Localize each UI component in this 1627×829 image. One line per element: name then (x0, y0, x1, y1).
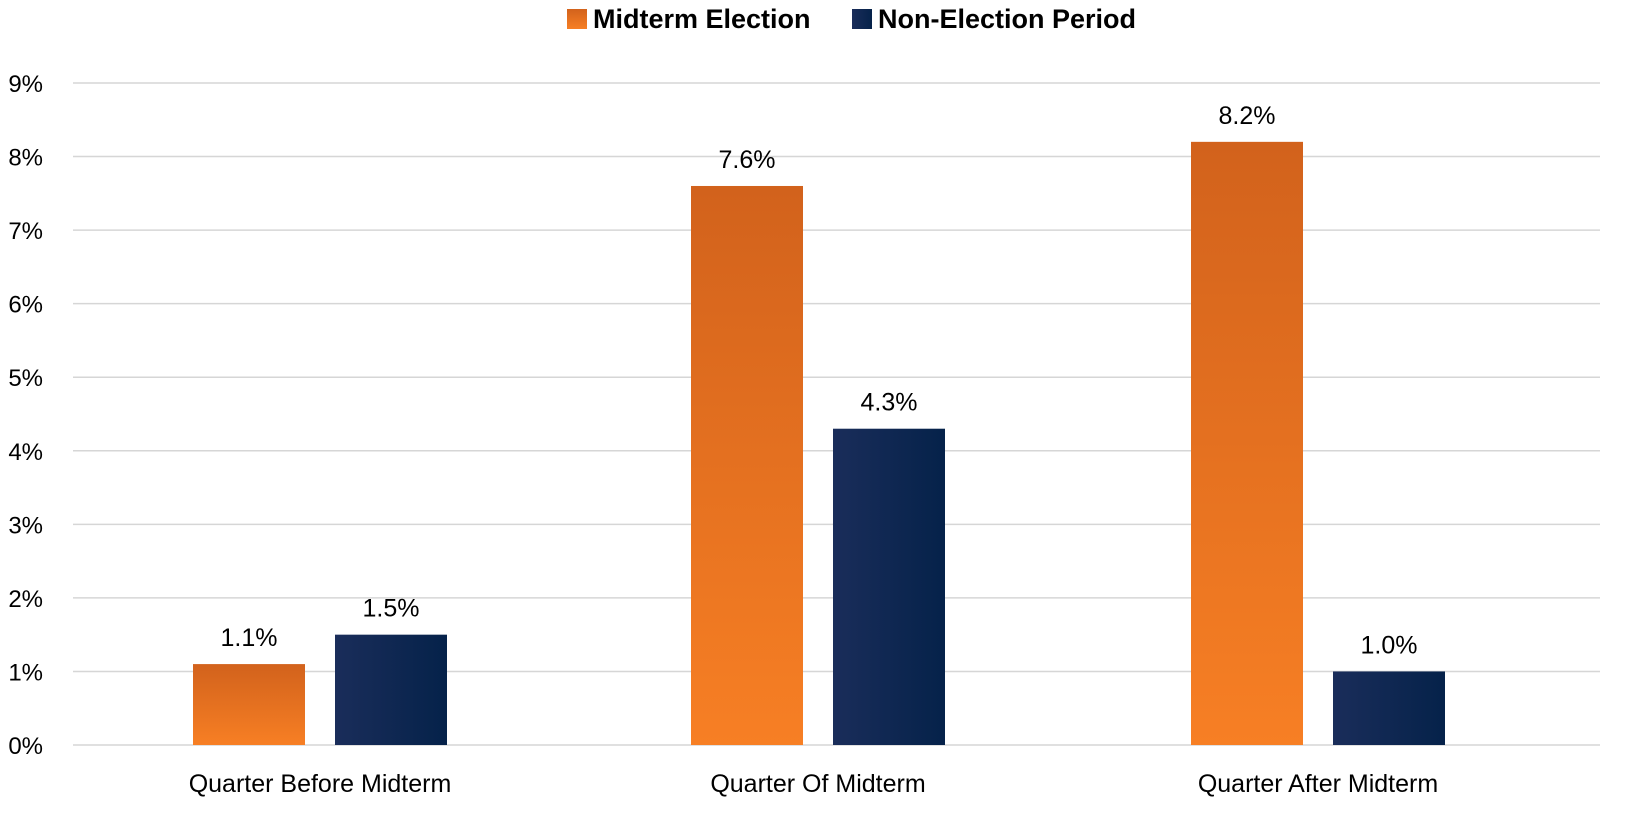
y-tick-label: 3% (8, 512, 43, 539)
legend: Midterm Election Non-Election Period (567, 4, 1136, 34)
y-tick-label: 2% (8, 586, 43, 613)
bar (335, 634, 447, 745)
bar (1191, 141, 1303, 745)
legend-label-midterm: Midterm Election (593, 4, 811, 34)
y-tick-label: 9% (8, 71, 43, 98)
y-tick-label: 7% (8, 218, 43, 245)
bar (1333, 671, 1445, 745)
data-label: 1.0% (1361, 631, 1418, 659)
y-tick-label: 0% (8, 733, 43, 760)
data-label: 7.6% (719, 146, 776, 174)
y-tick-label: 4% (8, 439, 43, 466)
y-tick-label: 6% (8, 292, 43, 319)
bars: 1.1% 7.6% 8.2% 1.5% 4.3% 1.0% (193, 102, 1445, 745)
bar (193, 664, 305, 745)
legend-swatch-nonelection (852, 9, 872, 29)
data-label: 4.3% (861, 389, 918, 417)
y-tick-label: 1% (8, 659, 43, 686)
y-tick-label: 8% (8, 145, 43, 172)
legend-item-midterm: Midterm Election (567, 4, 811, 34)
data-label: 1.5% (363, 595, 420, 623)
bar (691, 185, 803, 745)
x-axis: Quarter Before Midterm Quarter Of Midterm… (189, 770, 1438, 798)
x-category-label: Quarter Of Midterm (710, 770, 925, 798)
y-axis: 0% 1% 2% 3% 4% 5% 6% 7% 8% 9% (8, 71, 43, 760)
legend-swatch-midterm (567, 9, 587, 29)
x-category-label: Quarter Before Midterm (189, 770, 452, 798)
data-label: 8.2% (1219, 102, 1276, 130)
legend-item-nonelection: Non-Election Period (852, 4, 1136, 34)
y-tick-label: 5% (8, 365, 43, 392)
x-category-label: Quarter After Midterm (1198, 770, 1438, 798)
data-label: 1.1% (221, 624, 278, 652)
bar (833, 428, 945, 745)
legend-label-nonelection: Non-Election Period (878, 4, 1136, 34)
